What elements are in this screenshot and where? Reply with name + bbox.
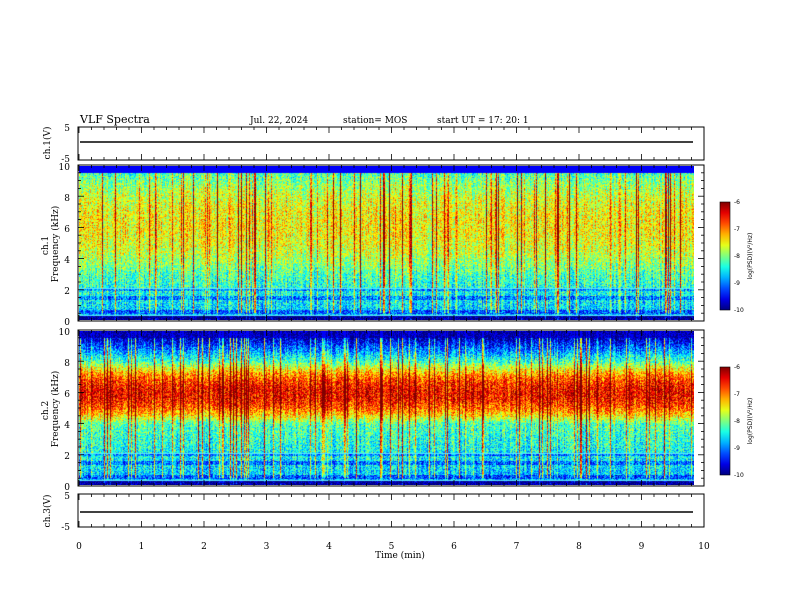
ch1-colorbar-gradient <box>720 202 730 310</box>
ch1-voltage-panel: 5 -5 ch.1(V) <box>42 124 705 165</box>
ch2-freq-tick-8: 8 <box>64 359 70 369</box>
colorbar-tick-label: -8 <box>734 418 740 425</box>
ch3-ytick-bottom: -5 <box>61 523 70 533</box>
colorbar-tick-label: -7 <box>734 226 740 233</box>
figure-title: VLF Spectra <box>79 113 150 126</box>
ch1-colorbar-label: log(PSD)(V²/Hz) <box>747 233 754 280</box>
ch3-voltage-frame <box>77 493 705 528</box>
ch1-spectrogram-panel: 0 2 4 6 8 10 ch.1 Frequency (kHz) <box>41 163 705 328</box>
time-tick-label: 5 <box>389 542 395 552</box>
colorbar-tick-label: -6 <box>734 364 740 371</box>
ch2-colorbar-ticks: -6 -7 -8 -9 -10 <box>734 364 744 479</box>
time-tick-label: 6 <box>451 542 457 552</box>
ch2-spectrogram-image <box>79 331 694 485</box>
colorbar-tick-label: -8 <box>734 253 740 260</box>
figure-start-time: start UT = 17: 20: 1 <box>437 116 529 126</box>
colorbar-tick-label: -10 <box>734 307 744 314</box>
ch2-colorbar-gradient <box>720 367 730 475</box>
ch1-freq-tick-2: 2 <box>64 287 70 297</box>
ch1-spectrogram-image <box>79 166 694 320</box>
time-axis-ticks <box>78 127 705 527</box>
colorbar-tick-label: -7 <box>734 391 740 398</box>
ch1-ytick-bottom: -5 <box>61 155 70 165</box>
time-tick-label: 4 <box>326 542 332 552</box>
time-tick-label: 8 <box>576 542 582 552</box>
ch2-colorbar-label: log(PSD)(V²/Hz) <box>747 398 754 445</box>
ch3-voltage-panel: 5 -5 ch.3(V) <box>42 492 705 533</box>
ch1-voltage-frame <box>77 126 705 161</box>
figure-station: station= MOS <box>343 116 407 126</box>
ch1-freq-tick-6: 6 <box>64 225 70 235</box>
ch1-freq-tick-8: 8 <box>64 194 70 204</box>
time-tick-label: 9 <box>639 542 645 552</box>
ch1-colorbar: -6 -7 -8 -9 -10 log(PSD)(V²/Hz) <box>719 199 754 314</box>
colorbar-tick-label: -9 <box>734 280 740 287</box>
time-tick-label: 1 <box>139 542 145 552</box>
ch1-freq-ticks: 0 2 4 6 8 10 <box>59 163 71 328</box>
ch2-freq-tick-6: 6 <box>64 390 70 400</box>
ch2-freq-tick-0: 0 <box>64 483 70 493</box>
ch2-freq-tick-10: 10 <box>59 328 71 338</box>
time-tick-label: 2 <box>201 542 207 552</box>
ch2-freq-tick-4: 4 <box>64 421 70 431</box>
ch1-freq-ylabel-line1: ch.1 <box>41 236 51 255</box>
ch3-ytick-top: 5 <box>64 492 70 502</box>
figure-date: Jul. 22, 2024 <box>249 116 308 126</box>
ch2-spectrogram-image-wrap <box>79 331 694 485</box>
ch1-voltage-ylabel: ch.1(V) <box>42 127 53 160</box>
ch1-freq-tick-10: 10 <box>59 163 71 173</box>
time-tick-label: 3 <box>264 542 270 552</box>
ch3-voltage-ylabel: ch.3(V) <box>42 495 53 528</box>
ch1-freq-ylabel: ch.1 Frequency (kHz) <box>41 206 61 283</box>
ch2-freq-ticks: 0 2 4 6 8 10 <box>59 328 71 493</box>
ch1-ytick-top: 5 <box>64 124 70 134</box>
colorbar-tick-label: -9 <box>734 445 740 452</box>
ch1-colorbar-ticks: -6 -7 -8 -9 -10 <box>734 199 744 314</box>
colorbar-tick-label: -10 <box>734 472 744 479</box>
ch1-colorbar-frame <box>719 201 731 311</box>
time-tick-label: 7 <box>514 542 520 552</box>
ch2-freq-tick-2: 2 <box>64 452 70 462</box>
time-axis-labels: 0 1 2 3 4 5 6 7 8 9 10 <box>76 542 710 552</box>
ch2-freq-ylabel-line2: Frequency (kHz) <box>50 371 61 448</box>
ch2-colorbar: -6 -7 -8 -9 -10 log(PSD)(V²/Hz) <box>719 364 754 479</box>
ch2-freq-ylabel-line1: ch.2 <box>41 401 51 420</box>
ch2-colorbar-gradient-wrap <box>720 367 730 475</box>
colorbar-tick-label: -6 <box>734 199 740 206</box>
ch1-freq-tick-0: 0 <box>64 318 70 328</box>
ch1-spectrogram-image-wrap <box>79 166 694 320</box>
ch2-spectrogram-panel: 0 2 4 6 8 10 ch.2 Frequency (kHz) <box>41 328 705 493</box>
ch2-freq-ylabel: ch.2 Frequency (kHz) <box>41 371 61 448</box>
ch1-colorbar-gradient-wrap <box>720 202 730 310</box>
time-tick-label: 0 <box>76 542 82 552</box>
ch2-colorbar-frame <box>719 366 731 476</box>
ch1-freq-ylabel-line2: Frequency (kHz) <box>50 206 61 283</box>
time-tick-label: 10 <box>698 542 710 552</box>
ch1-freq-tick-4: 4 <box>64 256 70 266</box>
time-axis-title: Time (min) <box>375 550 425 561</box>
